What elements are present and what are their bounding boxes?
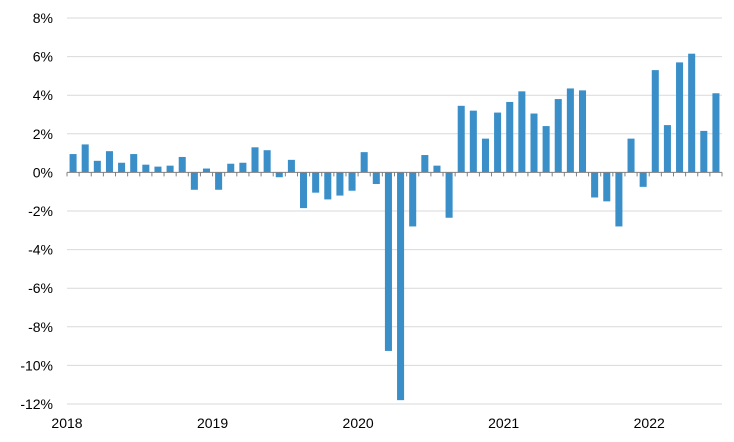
bar: [469, 110, 477, 173]
bar: [445, 172, 453, 218]
bar: [615, 172, 623, 227]
x-tick-label: 2019: [197, 415, 228, 431]
bar: [530, 113, 538, 173]
bar: [215, 172, 223, 190]
x-tick-label: 2022: [634, 415, 665, 431]
bar: [663, 125, 671, 173]
bar: [591, 172, 599, 198]
bar: [481, 138, 489, 173]
bar: [688, 53, 696, 173]
bar: [263, 150, 271, 173]
bar: [227, 163, 235, 173]
bar: [566, 88, 574, 173]
bar: [312, 172, 320, 193]
y-tick-label: -6%: [28, 280, 53, 296]
bar: [627, 138, 635, 173]
bar: [93, 160, 101, 173]
x-tick-label: 2020: [343, 415, 374, 431]
bar: [324, 172, 332, 200]
bar: [433, 165, 441, 173]
bar: [578, 90, 587, 173]
bar: [457, 105, 465, 173]
y-tick-label: -12%: [20, 396, 53, 412]
bar: [178, 156, 186, 173]
y-tick-label: -4%: [28, 242, 53, 258]
bar: [372, 172, 380, 184]
bar: [287, 159, 295, 173]
bar: [130, 154, 138, 173]
y-tick-label: 8%: [33, 10, 53, 26]
bar: [542, 126, 550, 173]
y-tick-label: 2%: [33, 126, 53, 142]
bar: [651, 70, 659, 173]
bar: [166, 165, 174, 173]
bars: [69, 53, 720, 401]
bar: [409, 172, 417, 227]
bar: [239, 162, 247, 173]
bar: [384, 172, 392, 351]
bar: [676, 62, 684, 173]
bar: [348, 172, 356, 191]
x-tick-label: 2021: [488, 415, 519, 431]
y-tick-label: 0%: [33, 164, 53, 180]
bar: [421, 155, 429, 173]
bar: [603, 172, 611, 202]
bar: [81, 144, 89, 173]
y-tick-label: 4%: [33, 87, 53, 103]
bar: [700, 130, 708, 173]
bar: [202, 168, 211, 173]
bar: [554, 99, 562, 173]
bar: [69, 154, 77, 173]
bar: [118, 162, 126, 173]
x-tick-label: 2018: [51, 415, 82, 431]
y-tick-label: 6%: [33, 49, 53, 65]
bar: [300, 172, 308, 209]
bar: [142, 164, 150, 173]
bar: [154, 166, 162, 173]
bar: [105, 151, 113, 173]
y-tick-label: -2%: [28, 203, 53, 219]
y-tick-label: -10%: [20, 357, 53, 373]
bar: [251, 147, 259, 173]
x-axis-ticks: [66, 172, 723, 177]
gridlines: [67, 17, 722, 405]
x-axis-labels: 2018 2019 2020 2021 2022: [51, 415, 665, 431]
bar: [639, 172, 647, 187]
bar: [518, 91, 526, 173]
bar: [712, 93, 720, 173]
y-tick-label: -8%: [28, 319, 53, 335]
bar: [397, 172, 405, 401]
bar: [336, 172, 344, 196]
y-axis-labels: 8% 6% 4% 2% 0% -2% -4% -6% -8% -10% -12%: [20, 10, 53, 412]
bar: [190, 172, 198, 190]
bar: [275, 172, 283, 178]
bar: [506, 101, 514, 173]
bar: [494, 112, 502, 173]
bar: [360, 152, 368, 173]
